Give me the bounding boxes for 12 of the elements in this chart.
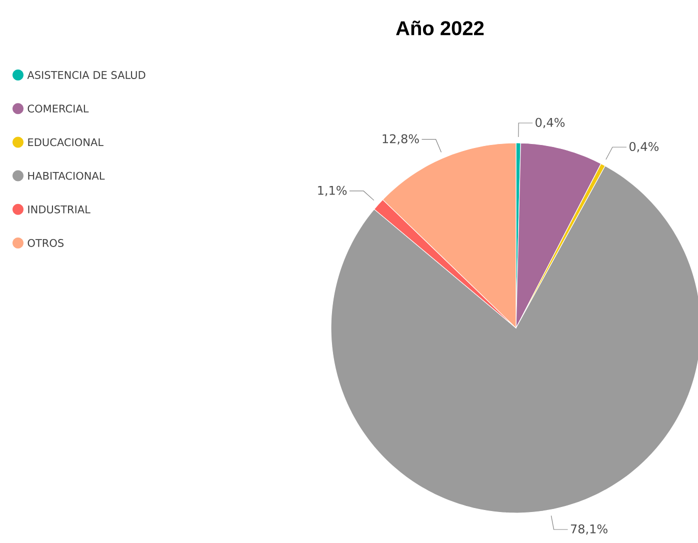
legend-label: EDUCACIONAL bbox=[28, 138, 104, 146]
legend-label: INDUSTRIAL bbox=[28, 205, 90, 214]
data-label: 0,4% bbox=[536, 118, 565, 128]
data-label: 0,4% bbox=[629, 142, 659, 152]
data-label: 1,1% bbox=[318, 186, 347, 196]
chart-title: Año 2022 bbox=[396, 20, 484, 36]
data-label: 78,1% bbox=[570, 524, 608, 535]
data-label: 12,8% bbox=[382, 134, 419, 144]
legend-label: ASISTENCIA DE SALUD bbox=[27, 71, 146, 79]
legend-label: OTROS bbox=[28, 239, 64, 247]
legend-label: HABITACIONAL bbox=[28, 172, 105, 180]
legend-label: COMERCIAL bbox=[28, 104, 89, 113]
